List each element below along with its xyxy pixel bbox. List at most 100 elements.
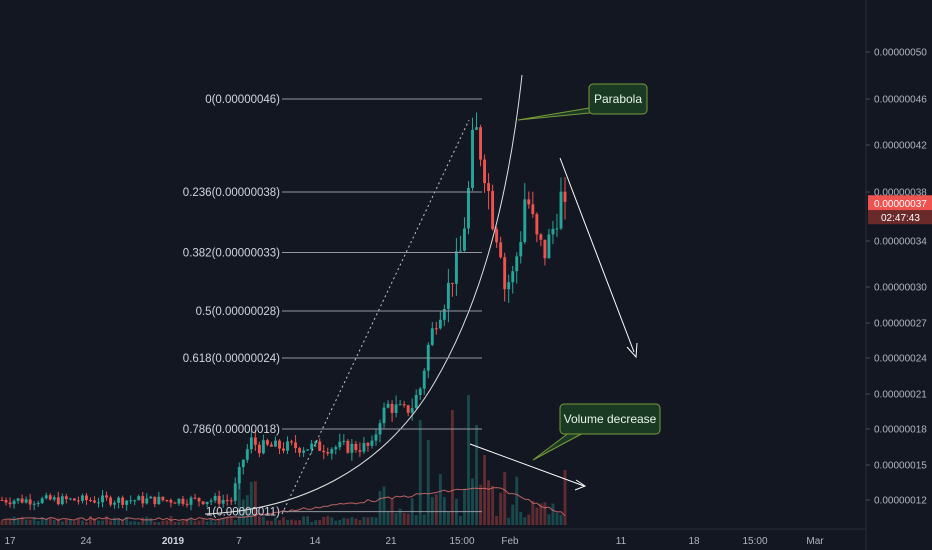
volume-bar [563,470,567,525]
candle-body [450,282,454,284]
candle-body [36,503,40,505]
candle-body [446,282,450,310]
volume-bar [105,516,109,525]
volume-bar [483,455,487,525]
candle-body [109,497,113,505]
candle-body [338,441,342,448]
price-tick-label: 0.00000030 [874,283,927,294]
volume-bar [475,425,478,525]
candle-body [410,408,414,413]
volume-bar [189,518,193,525]
volume-bar [531,500,535,525]
volume-bar [370,516,374,525]
volume-bar [535,507,539,525]
callout-layer[interactable]: Parabola Volume decrease [517,83,661,461]
candle-body [306,449,310,451]
parabola-callout[interactable]: Parabola [517,83,648,121]
volume-bar [274,517,277,525]
candle-body [20,498,24,503]
down-arrow-line [559,157,635,353]
candle-body [8,502,12,505]
candle-body [101,495,104,503]
candle-body [418,388,422,395]
candle-body [253,437,257,445]
volume-moving-average [1,487,566,521]
volume-bar [342,517,346,525]
volume-bar [555,512,559,525]
candle-body [302,450,306,453]
volume-bar [261,516,265,525]
parabola-curve[interactable] [204,74,523,515]
candle-body [318,441,322,451]
volume-bar [0,520,4,525]
time-tick-label: 24 [80,536,92,547]
volume-bar [125,516,129,525]
volume-bar [350,517,354,525]
candle-body [181,498,185,504]
candle-body [314,441,318,444]
candle-body [354,443,358,451]
candle-body [495,229,499,243]
candle-body [382,407,386,424]
volume-bar [145,516,149,525]
price-tick-label: 0.00000018 [874,425,927,436]
time-tick-label: 15:00 [742,536,767,547]
price-tick-label: 0.00000027 [874,319,927,330]
candle-body [48,495,52,500]
volume-bar [503,471,507,525]
candle-body [205,501,209,505]
candle-body [362,442,366,452]
candle-body [535,214,539,235]
volume-bar [471,478,474,525]
candle-body [278,440,281,449]
volume-bar [113,517,117,525]
volume-bar [543,502,547,525]
candle-body [149,496,153,499]
candle-body [193,497,197,499]
price-axis[interactable]: 0.00000050 0.00000046 0.00000042 0.00000038… [865,0,932,550]
volume-bar [551,503,555,525]
volume-bar [326,516,330,525]
volume-bar [294,520,298,525]
volume-bar [205,521,209,525]
candle-body [346,440,350,453]
drawing-layer [204,74,638,515]
volume-bar [137,521,141,525]
candle-body [358,450,362,452]
volume-bar [109,520,113,525]
volume-bar [446,511,450,525]
volume-bar [282,517,285,525]
candle-body [471,129,474,188]
volume-bar [149,518,153,525]
candle-body [398,404,402,406]
candle-body [257,444,261,454]
candle-body [499,242,503,258]
candle-body [153,496,157,505]
volume-bar [358,520,362,525]
candle-body [487,183,491,191]
time-axis[interactable]: 17 24 2019 7 14 21 15:00 Feb 11 18 15:00 Mar [0,528,866,547]
volume-bar [141,517,145,525]
candle-body [32,503,36,505]
candle-body [85,495,88,501]
volume-decrease-callout[interactable]: Volume decrease [532,403,661,461]
volume-bar [334,520,338,525]
candle-body [221,500,225,504]
candle-body [543,239,547,259]
candle-body [137,496,141,501]
price-tick-label: 0.00000015 [874,461,927,472]
volume-bar [394,513,398,525]
volume-bar [306,516,310,525]
fib-retracement[interactable]: 0(0.00000046) 0.236(0.00000038) 0.382(0.00… [183,94,482,519]
candle-body [559,191,563,229]
volume-bar [52,519,56,525]
volume-bar [221,517,225,525]
volume-bar [56,518,60,525]
volume-bar [177,521,181,525]
candle-body [402,404,406,406]
volume-bar [217,518,221,525]
fib-level-label: 0.236(0.00000038) [183,187,280,199]
current-price-text: 0.00000037 [874,199,927,210]
volume-bar [382,486,386,525]
